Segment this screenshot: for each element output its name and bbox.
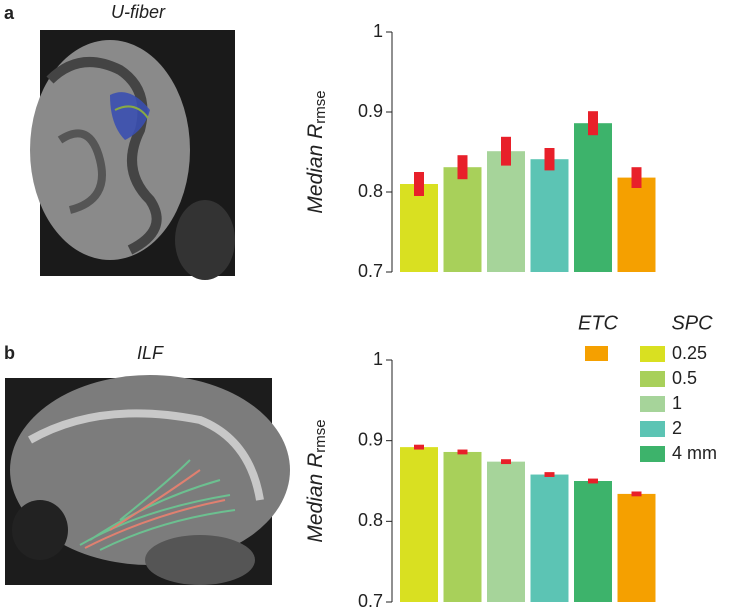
- bar: [574, 481, 612, 602]
- bar: [443, 451, 482, 602]
- y-label-sub: rmse: [312, 90, 329, 123]
- legend-label: 2: [672, 418, 682, 438]
- y-tick-label: 0.7: [358, 261, 383, 281]
- bar: [400, 184, 438, 272]
- image-title: U-fiber: [111, 2, 166, 22]
- error-bar: [414, 172, 424, 196]
- error-bar: [544, 148, 555, 171]
- panel-label: a: [4, 3, 15, 23]
- y-tick-label: 0.8: [358, 181, 383, 201]
- y-tick-label: 1: [373, 21, 383, 41]
- bar: [487, 461, 525, 602]
- bar: [530, 474, 569, 602]
- y-tick-label: 1: [373, 349, 383, 369]
- y-tick-label: 0.9: [358, 101, 383, 121]
- bar: [617, 493, 656, 602]
- legend-swatch: [640, 346, 665, 362]
- bar: [487, 151, 525, 272]
- error-bar: [544, 472, 555, 477]
- y-tick-label: 0.7: [358, 591, 383, 610]
- brain-image-b: [5, 375, 290, 585]
- error-bar: [457, 449, 468, 455]
- y-axis-label: Median Rrmse: [304, 90, 329, 213]
- legend-swatch: [640, 421, 665, 437]
- bar: [400, 447, 438, 602]
- bar: [530, 159, 569, 272]
- error-bar: [457, 155, 468, 180]
- error-bar: [588, 478, 598, 484]
- legend-title: ETC: [578, 312, 619, 334]
- error-bar: [501, 459, 511, 465]
- legend-swatch: [640, 371, 665, 387]
- legend-label: 4 mm: [672, 443, 717, 463]
- y-tick-label: 0.9: [358, 429, 383, 449]
- error-bar: [414, 444, 424, 450]
- legend-label: 1: [672, 393, 682, 413]
- legend-label: 0.25: [672, 343, 707, 363]
- brain-image-a: [30, 30, 235, 280]
- error-bar: [631, 491, 642, 497]
- error-bar: [588, 111, 598, 136]
- legend-label: 0.5: [672, 368, 697, 388]
- y-tick-label: 0.8: [358, 510, 383, 530]
- legend-swatch: [640, 396, 665, 412]
- bar: [443, 167, 482, 272]
- y-label-sub: rmse: [312, 419, 329, 452]
- legend-swatch: [640, 446, 665, 462]
- error-bar: [631, 167, 642, 188]
- image-title: ILF: [137, 343, 164, 363]
- error-bar: [501, 136, 511, 166]
- y-label-main: Median R: [304, 124, 327, 214]
- bar: [617, 177, 656, 272]
- legend-swatch: [585, 346, 608, 361]
- panel-label: b: [4, 343, 15, 363]
- bar: [574, 123, 612, 272]
- y-axis-label: Median Rrmse: [304, 419, 329, 542]
- y-label-main: Median R: [304, 453, 327, 543]
- legend-title: SPC: [671, 312, 713, 334]
